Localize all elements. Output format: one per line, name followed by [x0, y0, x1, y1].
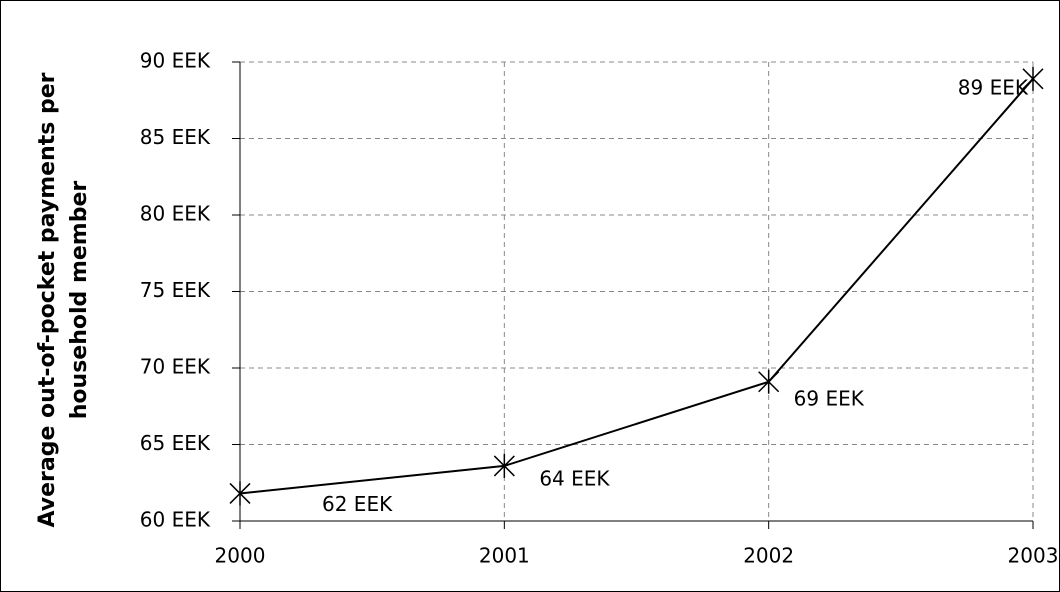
x-tick-label: 2002: [743, 544, 794, 568]
y-tick-label: 85 EEK: [140, 125, 211, 149]
point-marker: [758, 369, 780, 394]
y-axis-title: Average out-of-pocket payments per: [35, 72, 60, 527]
x-tick-label: 2001: [479, 544, 530, 568]
point-marker: [1022, 66, 1044, 91]
y-tick-label: 90 EEK: [140, 49, 211, 73]
data-label: 62 EEK: [322, 492, 393, 516]
point-marker: [493, 453, 515, 478]
y-tick-label: 75 EEK: [140, 278, 211, 302]
y-tick-label: 60 EEK: [140, 508, 211, 532]
point-marker: [229, 481, 251, 506]
y-tick-label: 70 EEK: [140, 355, 211, 379]
y-tick-label: 80 EEK: [140, 202, 211, 226]
x-tick-label: 2000: [215, 544, 266, 568]
y-axis-title: household member: [67, 181, 92, 420]
data-label: 89 EEK: [958, 75, 1029, 99]
data-label: 69 EEK: [794, 386, 865, 410]
y-tick-label: 65 EEK: [140, 431, 211, 455]
series-line: [239, 78, 1034, 495]
data-label: 64 EEK: [539, 466, 610, 490]
x-tick-label: 2003: [1008, 544, 1059, 568]
